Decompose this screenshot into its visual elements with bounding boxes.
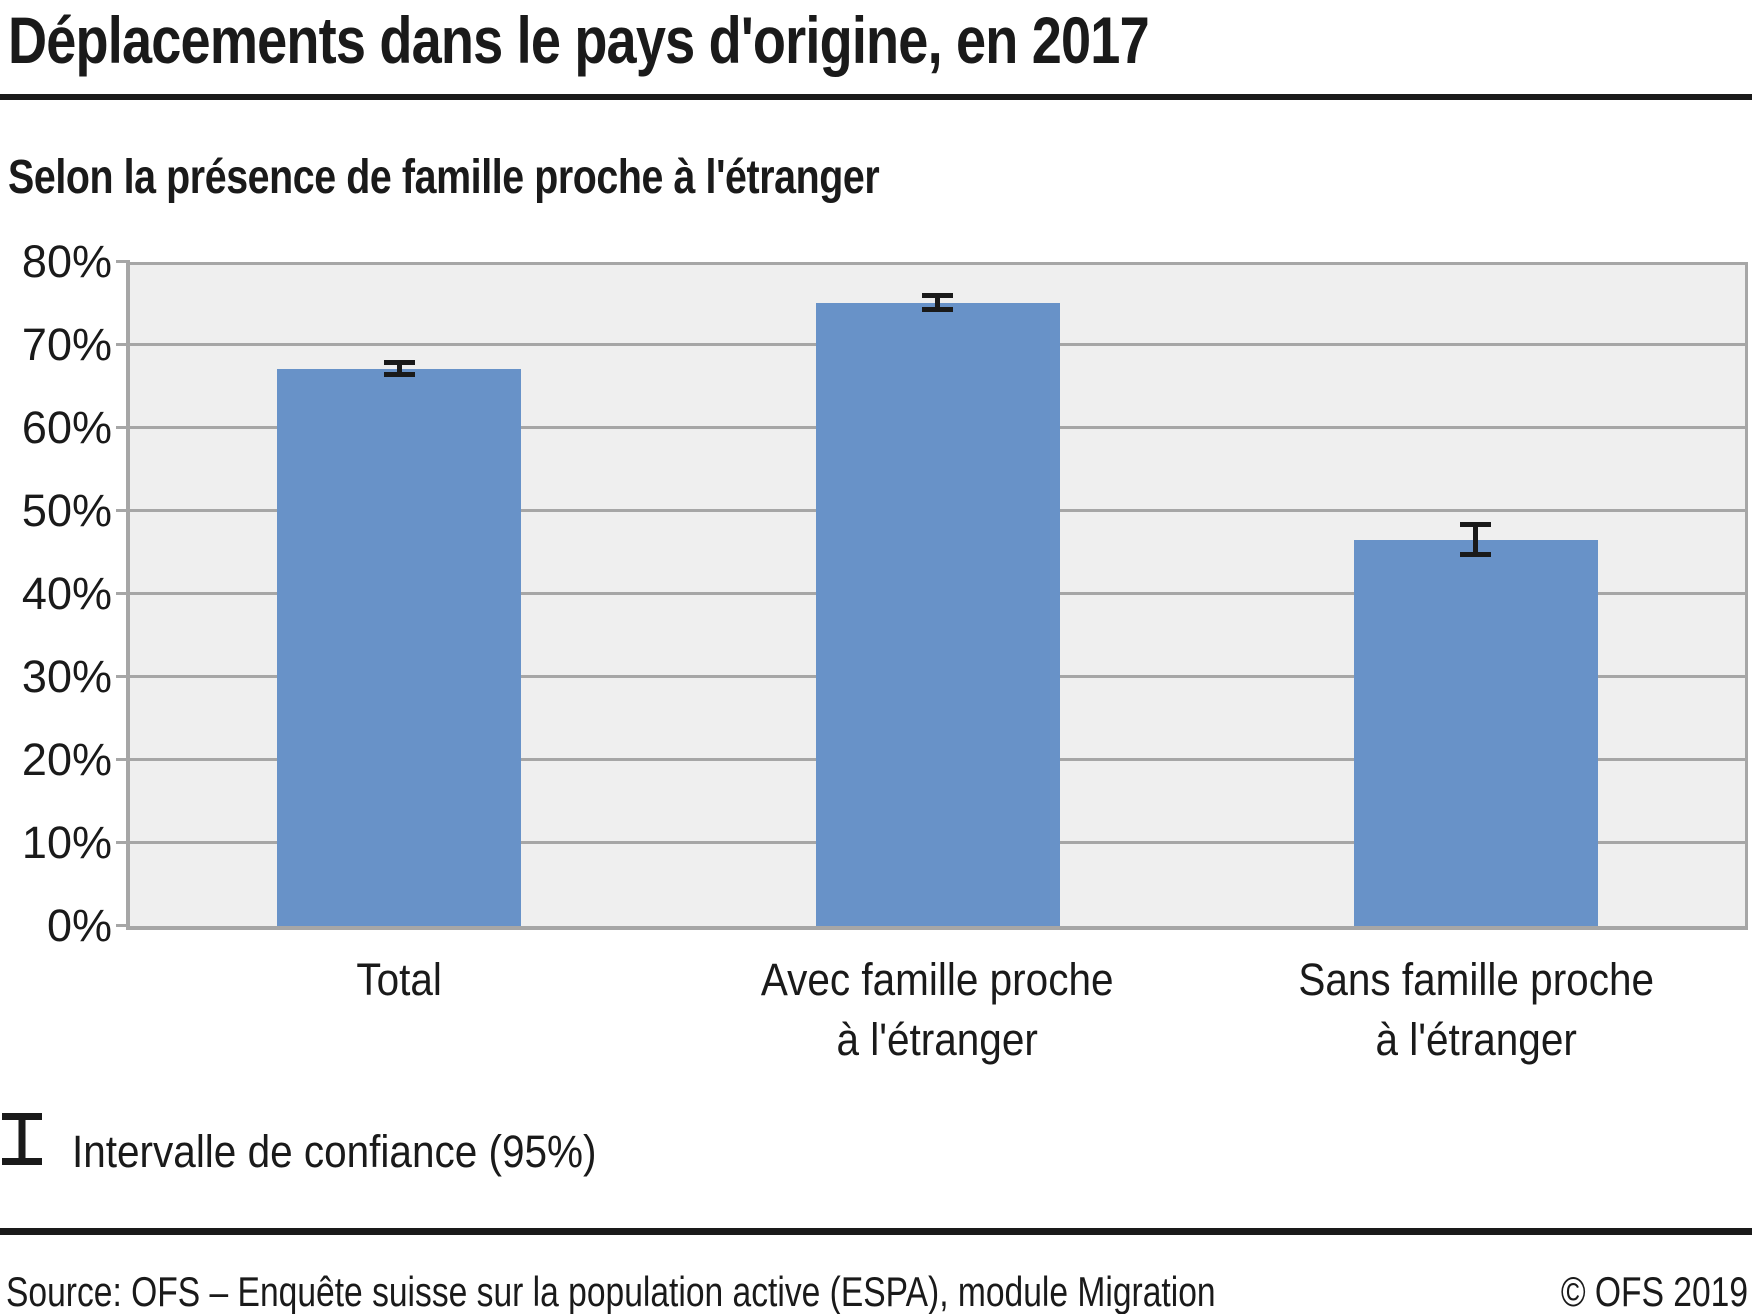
- error-bar: [383, 359, 415, 378]
- error-bar: [922, 292, 953, 312]
- y-axis-label: 40%: [21, 568, 112, 619]
- bar: [815, 302, 1060, 926]
- bar: [277, 369, 522, 926]
- copyright-text: © OFS 2019: [1560, 1268, 1748, 1314]
- category-label: Total: [157, 950, 641, 1070]
- error-bar-icon: [2, 1113, 42, 1165]
- y-tick: [116, 924, 130, 927]
- error-bar-line: [396, 364, 402, 373]
- y-axis-label: 30%: [21, 651, 112, 702]
- legend-label: Intervalle de confiance (95%): [72, 1126, 597, 1177]
- y-axis-label: 20%: [21, 734, 112, 785]
- error-bar-line: [935, 297, 940, 307]
- y-axis: 0% 10% 20% 30% 40% 50% 60% 70% 80%: [0, 236, 130, 951]
- category-label-line: à l'étranger: [836, 1014, 1039, 1065]
- y-tick: [116, 426, 130, 429]
- footer-divider: [0, 1228, 1752, 1235]
- source-text: Source: OFS – Enquête suisse sur la popu…: [6, 1268, 1216, 1314]
- y-tick: [116, 758, 130, 761]
- category-label-line: à l'étranger: [1375, 1014, 1577, 1065]
- error-bar: [1460, 521, 1492, 558]
- page-title: Déplacements dans le pays d'origine, en …: [8, 3, 1150, 77]
- plot-area: [126, 262, 1748, 930]
- y-tick: [116, 509, 130, 512]
- bar: [1353, 540, 1598, 926]
- y-tick: [116, 592, 130, 595]
- title-divider: [0, 94, 1752, 100]
- y-axis-label: 50%: [21, 485, 112, 536]
- x-axis-labels: Total Avec famille proche à l'étranger Sans…: [130, 950, 1745, 1070]
- y-tick: [116, 841, 130, 844]
- y-axis-label: 80%: [21, 236, 112, 287]
- y-axis-label: 10%: [21, 817, 112, 868]
- error-bar-line: [1473, 526, 1479, 553]
- category-label: Sans famille proche à l'étranger: [1234, 950, 1718, 1070]
- y-tick: [116, 260, 130, 263]
- y-tick: [116, 675, 130, 678]
- y-axis-label: 0%: [46, 900, 112, 951]
- category-label-line: Avec famille proche: [761, 954, 1114, 1005]
- gridline: [130, 262, 1745, 265]
- y-axis-label: 70%: [21, 319, 112, 370]
- chart-subtitle: Selon la présence de famille proche à l'…: [8, 151, 880, 204]
- category-label-line: Total: [356, 954, 442, 1005]
- y-axis-label: 60%: [21, 402, 112, 453]
- y-tick: [116, 343, 130, 346]
- category-label: Avec famille proche à l'étranger: [695, 950, 1179, 1070]
- category-label-line: Sans famille proche: [1297, 954, 1654, 1005]
